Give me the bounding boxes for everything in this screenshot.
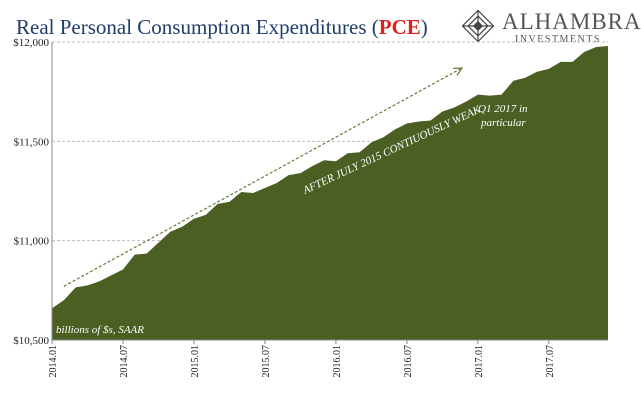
logo-subtitle: INVESTMENTS [515, 34, 601, 45]
alhambra-logo-icon [461, 9, 495, 43]
chart-title: Real Personal Consumption Expenditures (… [16, 15, 428, 40]
axis-layer: $10,500 $11,000 $11,500 $12,000 2014.01 2014.… [13, 37, 608, 378]
trend-arrow-head [453, 67, 464, 76]
chart-title-close: ) [420, 15, 428, 39]
x-tick-label: 2015.07 [261, 345, 272, 378]
x-tick-label: 2017.07 [545, 345, 556, 378]
y-tick-label: $12,000 [13, 37, 49, 49]
chart-title-highlight: PCE [378, 15, 421, 39]
x-tick-label: 2017.01 [474, 345, 485, 378]
units-annotation: billions of $s, SAAR [56, 324, 144, 336]
y-tick-label: $11,500 [14, 136, 50, 148]
y-tick-label: $11,000 [14, 236, 50, 248]
x-tick-label: 2016.01 [332, 345, 343, 378]
chart-title-text: Real Personal Consumption Expenditures ( [16, 15, 379, 39]
logo-name: ALHAMBRA [502, 9, 641, 34]
y-tick-label: $10,500 [13, 335, 49, 347]
x-tick-label: 2016.07 [403, 345, 414, 378]
pce-area-series [52, 45, 608, 340]
trend-arrow [63, 67, 463, 287]
x-tick-label: 2015.01 [190, 345, 201, 378]
x-tick-label: 2014.01 [48, 345, 59, 378]
q1-2017-annotation: Q1 2017 in particular [478, 103, 528, 129]
x-tick-label: 2014.07 [119, 345, 130, 378]
